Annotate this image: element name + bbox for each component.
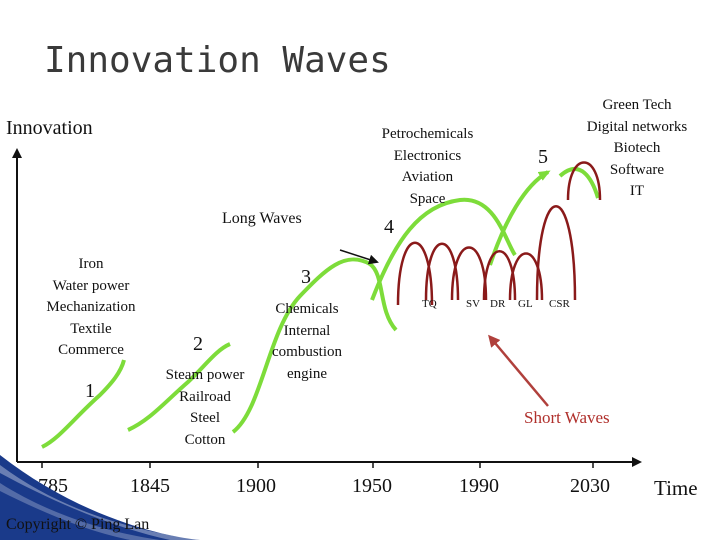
wave-4-innovations: Petrochemicals Electronics Aviation Spac… <box>360 124 495 210</box>
wave-5-innovations: Green Tech Digital networks Biotech Soft… <box>572 95 702 203</box>
short-wave-label-sv: SV <box>466 298 481 310</box>
slide-title: Innovation Waves <box>44 40 391 81</box>
wave-4-item: Electronics <box>393 147 462 164</box>
short-wave-label-csr: CSR <box>549 298 570 310</box>
wave-4-number: 4 <box>384 216 394 238</box>
copyright-text: Copyright © Ping Lan <box>6 516 150 533</box>
wave-2-number: 2 <box>193 333 203 355</box>
wave-4-item: Petrochemicals <box>381 126 474 142</box>
wave-5-item: IT <box>629 183 645 199</box>
wave-5-item: Digital networks <box>586 118 688 135</box>
wave-3-item: Internal <box>283 322 331 339</box>
wave-5b-curve <box>558 167 600 199</box>
year-label-1845: 1845 <box>130 475 170 497</box>
wave-4-item: Space <box>409 190 446 207</box>
wave-2-item: Steam power <box>165 367 245 383</box>
y-axis-label: Innovation <box>6 117 93 139</box>
long-waves-label: Long Waves <box>222 210 302 227</box>
wave-1-number: 1 <box>85 380 95 402</box>
wave-5-item: Software <box>609 161 665 178</box>
wave-5-curve <box>488 170 551 266</box>
wave-1-item: Iron <box>78 256 104 272</box>
wave-2-item: Steel <box>190 410 220 426</box>
year-label-1990: 1990 <box>459 475 499 497</box>
wave-3-item: engine <box>287 365 327 382</box>
wave-3-item: Chemicals <box>275 301 339 317</box>
wave-5-number: 5 <box>538 146 548 168</box>
wave-4-item: Aviation <box>401 169 454 185</box>
wave-5-item: Green Tech <box>602 97 672 113</box>
short-wave-arc <box>566 161 602 201</box>
short-wave-arc <box>396 241 434 306</box>
long-waves-arrow <box>339 249 379 265</box>
year-label-2030: 2030 <box>570 475 610 497</box>
wave-1-curve <box>41 359 126 449</box>
wave-2-curve <box>127 342 231 432</box>
short-wave-label-gl: GL <box>518 298 533 310</box>
wave-3-number: 3 <box>301 266 311 288</box>
wave-1-item: Mechanization <box>46 299 136 315</box>
short-wave-arc <box>508 252 544 301</box>
short-wave-arc <box>424 242 460 301</box>
wave-2-item: Railroad <box>179 388 231 405</box>
short-wave-arc <box>535 205 577 301</box>
wave-3-curve <box>231 257 398 434</box>
wave-5-item: Biotech <box>613 140 661 156</box>
wave-3-innovations: Chemicals Internal combustion engine <box>252 299 362 385</box>
year-label-1900: 1900 <box>236 475 276 497</box>
x-axis-label: Time <box>654 476 698 500</box>
short-waves-arrow <box>488 334 549 407</box>
year-label-1950: 1950 <box>352 475 392 497</box>
wave-1-item: Textile <box>70 320 112 337</box>
wave-2-innovations: Steam power Railroad Steel Cotton <box>140 365 270 451</box>
wave-1-innovations: Iron Water power Mechanization Textile C… <box>26 254 156 362</box>
short-wave-arc <box>482 250 517 301</box>
wave-1-item: Commerce <box>58 342 124 358</box>
short-wave-label-dr: DR <box>490 298 506 310</box>
wave-2-item: Cotton <box>184 431 226 448</box>
short-waves-label: Short Waves <box>524 408 610 427</box>
corner-logo-graphic <box>0 455 200 540</box>
short-wave-label-tq: TQ <box>422 298 437 310</box>
wave-3-item: combustion <box>272 344 342 360</box>
wave-1-item: Water power <box>52 277 130 294</box>
